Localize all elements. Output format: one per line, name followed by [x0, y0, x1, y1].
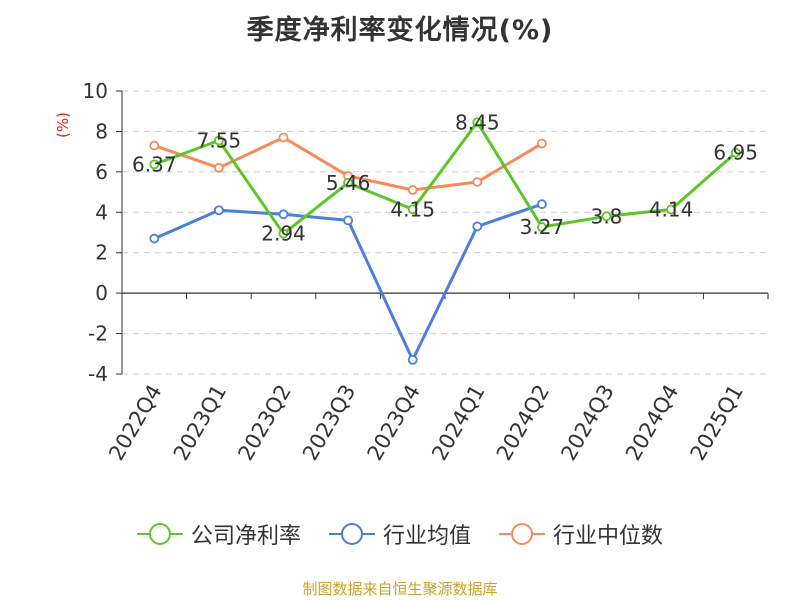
data-point: [537, 222, 547, 232]
legend-marker-icon: [499, 523, 545, 545]
data-point: [278, 209, 289, 220]
x-tick-label: 2025Q1: [686, 381, 748, 465]
legend-item[interactable]: 行业均值: [328, 518, 471, 550]
data-label: 7.55: [197, 129, 242, 153]
legend-label: 行业中位数: [553, 524, 664, 549]
data-label: 6.37: [132, 152, 177, 176]
data-point: [537, 138, 547, 149]
data-point: [149, 140, 160, 151]
data-point: [213, 135, 224, 146]
data-point: [278, 132, 289, 143]
data-point: [213, 162, 224, 173]
x-tick-label: 2023Q1: [169, 381, 231, 465]
data-point: [407, 185, 418, 195]
data-point: [343, 215, 354, 226]
y-tick-label: -4: [88, 362, 108, 386]
data-point: [472, 221, 483, 232]
legend: 公司净利率 行业均值 行业中位数: [0, 518, 800, 550]
data-label: 5.46: [326, 171, 371, 195]
data-point: [666, 204, 676, 215]
x-tick-label: 2023Q3: [298, 381, 360, 465]
data-label: 6.95: [713, 141, 758, 165]
data-point: [213, 205, 224, 216]
data-label: 3.8: [591, 204, 623, 228]
data-label: 4.15: [390, 197, 435, 221]
data-label: 8.45: [455, 110, 500, 134]
data-label: 4.14: [649, 197, 694, 221]
legend-item[interactable]: 公司净利率: [136, 518, 301, 550]
data-point: [149, 159, 160, 170]
data-point: [472, 177, 483, 187]
series-line-1: [153, 202, 543, 362]
y-axis-label: (%): [54, 112, 72, 138]
legend-marker-icon: [136, 523, 183, 545]
legend-label: 行业均值: [382, 524, 471, 549]
x-tick-label: 2024Q3: [556, 381, 618, 465]
data-point: [601, 211, 612, 222]
y-tick-label: 6: [95, 160, 108, 184]
x-tick-label: 2023Q4: [363, 381, 425, 465]
y-tick-label: 0: [95, 281, 108, 305]
x-tick-label: 2023Q2: [233, 381, 295, 465]
y-tick-label: -2: [88, 322, 108, 346]
data-point: [278, 228, 289, 239]
legend-marker-icon: [328, 523, 375, 545]
y-tick-label: 8: [95, 119, 108, 143]
data-point: [537, 199, 547, 210]
y-tick-label: 2: [95, 241, 108, 265]
y-tick-label: 4: [95, 200, 108, 224]
x-tick-label: 2024Q1: [427, 381, 489, 465]
data-point: [149, 233, 160, 244]
x-tick-label: 2022Q4: [104, 381, 166, 465]
legend-label: 公司净利率: [190, 524, 301, 549]
data-label: 2.94: [261, 222, 306, 246]
data-point: [730, 147, 741, 158]
x-tick-label: 2024Q2: [492, 381, 554, 465]
data-point: [343, 177, 354, 188]
series-line-0: [153, 120, 737, 236]
data-point: [407, 204, 418, 215]
data-point: [472, 117, 483, 128]
x-tick-label: 2024Q4: [621, 381, 683, 465]
y-tick-label: 10: [83, 79, 108, 103]
data-label: 3.27: [520, 215, 565, 239]
chart-title: 季度净利率变化情况(%): [246, 15, 554, 46]
legend-item[interactable]: 行业中位数: [499, 518, 663, 550]
data-point: [407, 354, 418, 365]
data-source-note: 制图数据来自恒生聚源数据库: [302, 580, 498, 598]
